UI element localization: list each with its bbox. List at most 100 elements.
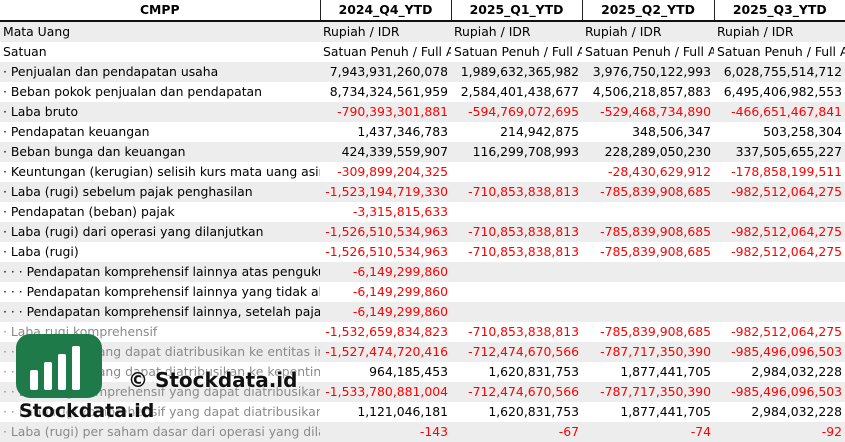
table-cell[interactable] bbox=[451, 262, 582, 282]
table-cell[interactable]: 2,584,401,438,677 bbox=[451, 82, 582, 102]
row-label[interactable]: · · Laba (rugi) yang dapat diatribusikan… bbox=[0, 362, 320, 382]
table-cell[interactable]: 2,984,032,228 bbox=[714, 402, 845, 422]
table-cell[interactable]: -309,899,204,325 bbox=[320, 162, 451, 182]
period-header[interactable]: 2025_Q1_YTD bbox=[451, 0, 583, 22]
table-cell[interactable]: -985,496,096,503 bbox=[714, 342, 845, 362]
period-header[interactable]: 2024_Q4_YTD bbox=[320, 0, 452, 22]
table-cell[interactable]: 214,942,875 bbox=[451, 122, 582, 142]
row-label[interactable]: Mata Uang bbox=[0, 21, 320, 42]
table-cell[interactable]: -1,533,780,881,004 bbox=[320, 382, 451, 402]
table-cell[interactable]: 1,620,831,753 bbox=[451, 402, 582, 422]
table-cell[interactable]: 1,620,831,753 bbox=[451, 362, 582, 382]
table-cell[interactable]: Rupiah / IDR bbox=[451, 21, 582, 42]
row-label[interactable]: · Beban pokok penjualan dan pendapatan bbox=[0, 82, 320, 102]
table-cell[interactable]: -6,149,299,860 bbox=[320, 282, 451, 302]
table-cell[interactable]: 7,943,931,260,078 bbox=[320, 62, 451, 82]
table-cell[interactable] bbox=[451, 282, 582, 302]
table-cell[interactable]: 1,877,441,705 bbox=[582, 362, 714, 382]
table-cell[interactable]: 1,989,632,365,982 bbox=[451, 62, 582, 82]
table-cell[interactable]: -985,496,096,503 bbox=[714, 382, 845, 402]
table-cell[interactable]: 348,506,347 bbox=[582, 122, 714, 142]
table-cell[interactable]: 8,734,324,561,959 bbox=[320, 82, 451, 102]
table-cell[interactable]: 228,289,050,230 bbox=[582, 142, 714, 162]
row-label[interactable]: · Laba (rugi) sebelum pajak penghasilan bbox=[0, 182, 320, 202]
table-cell[interactable]: -1,527,474,720,416 bbox=[320, 342, 451, 362]
row-label[interactable]: · Laba (rugi) dari operasi yang dilanjut… bbox=[0, 222, 320, 242]
table-cell[interactable]: 424,339,559,907 bbox=[320, 142, 451, 162]
table-cell[interactable]: -712,474,670,566 bbox=[451, 342, 582, 362]
table-cell[interactable]: 503,258,304 bbox=[714, 122, 845, 142]
table-cell[interactable]: Satuan Penuh / Full Amount bbox=[582, 42, 714, 62]
table-cell[interactable]: 337,505,655,227 bbox=[714, 142, 845, 162]
table-cell[interactable]: -178,858,199,511 bbox=[714, 162, 845, 182]
period-header[interactable]: 2025_Q2_YTD bbox=[582, 0, 715, 22]
table-cell[interactable] bbox=[582, 202, 714, 222]
table-cell[interactable]: 6,028,755,514,712 bbox=[714, 62, 845, 82]
row-label[interactable]: · Laba bruto bbox=[0, 102, 320, 122]
table-cell[interactable]: 2,984,032,228 bbox=[714, 362, 845, 382]
table-cell[interactable] bbox=[714, 282, 845, 302]
table-cell[interactable]: -982,512,064,275 bbox=[714, 242, 845, 262]
table-cell[interactable]: -712,474,670,566 bbox=[451, 382, 582, 402]
table-cell[interactable]: -74 bbox=[582, 422, 714, 442]
table-cell[interactable]: -6,149,299,860 bbox=[320, 262, 451, 282]
table-cell[interactable]: -594,769,072,695 bbox=[451, 102, 582, 122]
table-cell[interactable]: 6,495,406,982,553 bbox=[714, 82, 845, 102]
table-cell[interactable]: -92 bbox=[714, 422, 845, 442]
table-cell[interactable]: -1,526,510,534,963 bbox=[320, 222, 451, 242]
table-cell[interactable]: -710,853,838,813 bbox=[451, 242, 582, 262]
table-cell[interactable] bbox=[582, 262, 714, 282]
table-cell[interactable]: -1,526,510,534,963 bbox=[320, 242, 451, 262]
table-cell[interactable]: 964,185,453 bbox=[320, 362, 451, 382]
table-cell[interactable] bbox=[714, 202, 845, 222]
table-cell[interactable]: Rupiah / IDR bbox=[320, 21, 451, 42]
table-cell[interactable]: 1,437,346,783 bbox=[320, 122, 451, 142]
row-label[interactable]: Satuan bbox=[0, 42, 320, 62]
table-cell[interactable]: -1,523,194,719,330 bbox=[320, 182, 451, 202]
table-cell[interactable]: Satuan Penuh / Full Amount bbox=[451, 42, 582, 62]
table-cell[interactable]: Satuan Penuh / Full Amount bbox=[714, 42, 845, 62]
period-header[interactable]: 2025_Q3_YTD bbox=[714, 0, 845, 22]
table-cell[interactable]: -143 bbox=[320, 422, 451, 442]
row-label[interactable]: · Beban bunga dan keuangan bbox=[0, 142, 320, 162]
company-header[interactable]: CMPP bbox=[0, 0, 321, 22]
row-label[interactable]: · · · Pendapatan komprehensif lainnya ya… bbox=[0, 282, 320, 302]
table-cell[interactable]: -67 bbox=[451, 422, 582, 442]
row-label[interactable]: · Keuntungan (kerugian) selisih kurs mat… bbox=[0, 162, 320, 182]
table-cell[interactable]: 4,506,218,857,883 bbox=[582, 82, 714, 102]
table-cell[interactable]: -710,853,838,813 bbox=[451, 222, 582, 242]
table-cell[interactable]: -787,717,350,390 bbox=[582, 342, 714, 362]
table-cell[interactable] bbox=[451, 302, 582, 322]
table-cell[interactable]: -982,512,064,275 bbox=[714, 182, 845, 202]
table-cell[interactable]: -529,468,734,890 bbox=[582, 102, 714, 122]
table-cell[interactable]: -982,512,064,275 bbox=[714, 322, 845, 342]
table-cell[interactable]: 3,976,750,122,993 bbox=[582, 62, 714, 82]
row-label[interactable]: · · Laba rugi komprehensif yang dapat di… bbox=[0, 382, 320, 402]
table-cell[interactable]: Satuan Penuh / Full Amount bbox=[320, 42, 451, 62]
table-cell[interactable]: Rupiah / IDR bbox=[714, 21, 845, 42]
table-cell[interactable]: Rupiah / IDR bbox=[582, 21, 714, 42]
table-cell[interactable]: 1,121,046,181 bbox=[320, 402, 451, 422]
table-cell[interactable] bbox=[714, 302, 845, 322]
table-cell[interactable]: -790,393,301,881 bbox=[320, 102, 451, 122]
row-label[interactable]: · Pendapatan (beban) pajak bbox=[0, 202, 320, 222]
row-label[interactable]: · Pendapatan keuangan bbox=[0, 122, 320, 142]
table-cell[interactable] bbox=[582, 302, 714, 322]
table-cell[interactable]: -785,839,908,685 bbox=[582, 322, 714, 342]
row-label[interactable]: · · Laba (rugi) yang dapat diatribusikan… bbox=[0, 342, 320, 362]
table-cell[interactable]: -1,532,659,834,823 bbox=[320, 322, 451, 342]
table-cell[interactable]: -785,839,908,685 bbox=[582, 182, 714, 202]
table-cell[interactable]: -710,853,838,813 bbox=[451, 322, 582, 342]
table-cell[interactable] bbox=[451, 202, 582, 222]
table-cell[interactable] bbox=[714, 262, 845, 282]
table-cell[interactable]: 1,877,441,705 bbox=[582, 402, 714, 422]
row-label[interactable]: · · · Pendapatan komprehensif lainnya at… bbox=[0, 262, 320, 282]
table-cell[interactable]: -785,839,908,685 bbox=[582, 242, 714, 262]
table-cell[interactable]: -785,839,908,685 bbox=[582, 222, 714, 242]
table-cell[interactable]: -710,853,838,813 bbox=[451, 182, 582, 202]
table-cell[interactable]: -3,315,815,633 bbox=[320, 202, 451, 222]
row-label[interactable]: · Penjualan dan pendapatan usaha bbox=[0, 62, 320, 82]
table-cell[interactable] bbox=[451, 162, 582, 182]
table-cell[interactable]: -466,651,467,841 bbox=[714, 102, 845, 122]
table-cell[interactable]: -787,717,350,390 bbox=[582, 382, 714, 402]
